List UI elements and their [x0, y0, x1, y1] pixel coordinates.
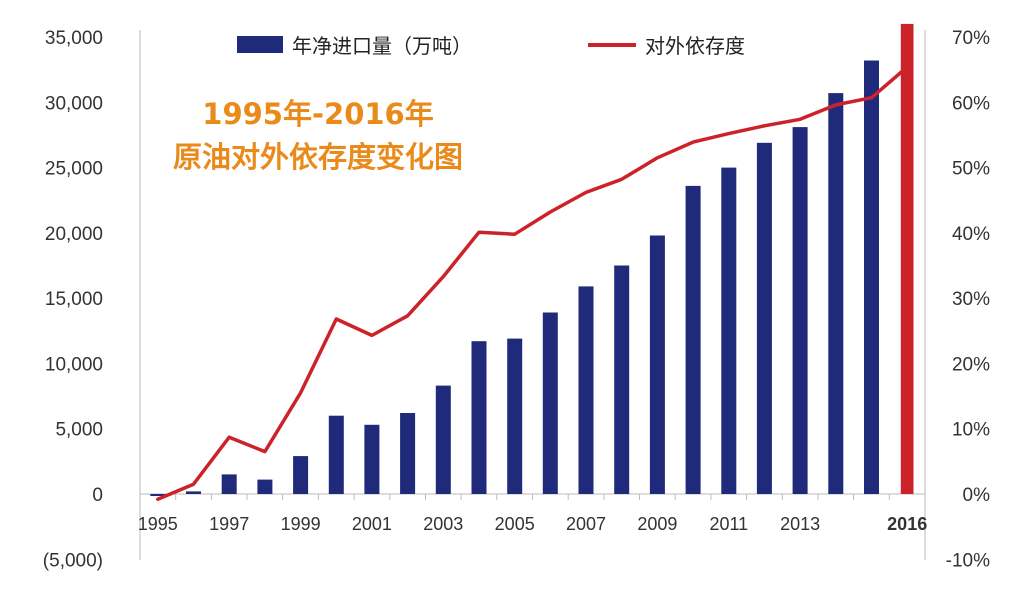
- line-point-1999: [299, 391, 302, 394]
- right-tick-label: -10%: [946, 550, 990, 571]
- bar-2002: [400, 413, 416, 494]
- line-point-2013: [798, 118, 802, 121]
- line-point-2000: [335, 317, 338, 321]
- left-tick-label: 10,000: [45, 354, 103, 375]
- right-tick-label: 0%: [963, 485, 991, 506]
- bar-1995: [150, 494, 166, 496]
- right-tick-label: 70%: [952, 28, 990, 49]
- x-tick-label-1999: 1999: [281, 514, 321, 534]
- x-tick-label-2003: 2003: [423, 514, 463, 534]
- line-series: [156, 65, 909, 501]
- legend-line-label: 对外依存度: [645, 34, 745, 58]
- left-tick-label: 0: [92, 485, 103, 506]
- line-point-2012: [763, 124, 766, 128]
- dependence-line: [156, 65, 909, 501]
- left-tick-label: 30,000: [45, 93, 103, 114]
- line-point-2006: [549, 210, 552, 214]
- x-axis-ticks: [139, 494, 926, 500]
- bar-2007: [578, 286, 594, 494]
- line-point-2015: [870, 96, 873, 99]
- line-point-2004: [477, 231, 481, 234]
- x-tick-label-2007: 2007: [566, 514, 606, 534]
- bar-2006: [542, 312, 558, 494]
- right-tick-label: 20%: [952, 354, 990, 375]
- left-tick-label: 20,000: [45, 224, 103, 245]
- bar-1998: [257, 479, 273, 494]
- bar-1996: [186, 491, 201, 494]
- line-point-2008: [620, 178, 623, 181]
- bar-2016: [900, 23, 914, 495]
- bar-2009: [649, 235, 665, 494]
- bar-2001: [364, 424, 380, 494]
- x-tick-label-2001: 2001: [352, 514, 392, 534]
- bar-1997: [221, 474, 237, 494]
- bar-2000: [328, 415, 344, 494]
- x-tick-label-2009: 2009: [637, 514, 677, 534]
- x-tick-label-1997: 1997: [209, 514, 249, 534]
- x-axis-tick-labels: 1995 1997 1999 2001 2003 2005 2007 2009 2011 2013…: [138, 514, 927, 534]
- x-tick-label-1995: 1995: [138, 514, 178, 534]
- line-point-2009: [656, 156, 659, 159]
- bar-series: [150, 60, 879, 496]
- left-tick-label: 35,000: [45, 28, 103, 49]
- bar-2014: [828, 93, 844, 494]
- bar-2015: [864, 60, 879, 494]
- left-axis-tick-labels: 35,000 30,000 25,000 20,000 15,000 10,000 5,00…: [43, 28, 103, 571]
- x-tick-label-2011: 2011: [709, 514, 748, 534]
- right-tick-label: 60%: [952, 93, 990, 114]
- bar-2011: [721, 167, 737, 494]
- left-tick-label: (5,000): [43, 550, 103, 571]
- x-tick-label-2005: 2005: [495, 514, 535, 534]
- chart-title: 1995年-2016年: [202, 97, 433, 131]
- bar-1999: [293, 456, 309, 494]
- bar-2005: [507, 338, 523, 494]
- right-tick-label: 30%: [952, 289, 990, 310]
- right-axis-tick-labels: 70% 60% 50% 40% 30% 20% 10% 0% -10%: [946, 28, 990, 571]
- line-point-1997: [228, 436, 231, 439]
- line-point-2001: [370, 334, 374, 337]
- bar-2013: [792, 127, 808, 494]
- left-tick-label: 5,000: [55, 420, 103, 441]
- line-point-2016: [906, 65, 909, 69]
- left-tick-label: 15,000: [45, 289, 103, 310]
- line-point-2014: [834, 103, 837, 107]
- line-point-2010: [691, 140, 695, 144]
- line-point-1996: [192, 483, 195, 486]
- bar-2010: [685, 185, 701, 494]
- left-tick-label: 25,000: [45, 159, 103, 180]
- right-tick-label: 10%: [952, 420, 990, 441]
- bar-2003: [435, 385, 451, 494]
- bar-2008: [614, 265, 630, 494]
- legend-bar-label: 年净进口量（万吨）: [292, 34, 472, 58]
- bar-2012: [756, 142, 772, 495]
- line-point-2002: [406, 314, 409, 317]
- line-point-1998: [263, 450, 267, 453]
- right-tick-label: 40%: [952, 224, 990, 245]
- line-point-2011: [727, 132, 730, 135]
- line-point-2003: [442, 275, 445, 278]
- chart-subtitle: 原油对外依存度变化图: [173, 140, 463, 174]
- bar-2004: [471, 341, 487, 494]
- x-tick-label-2013: 2013: [780, 514, 820, 534]
- legend-bar-swatch: [237, 36, 283, 53]
- highlight-2016: [900, 23, 914, 495]
- x-tick-label-2016: 2016: [887, 514, 927, 534]
- legend: 年净进口量（万吨） 对外依存度: [237, 34, 745, 58]
- line-point-2005: [513, 233, 516, 236]
- line-point-1995: [156, 498, 159, 501]
- right-tick-label: 50%: [952, 159, 990, 180]
- line-point-2007: [584, 191, 588, 194]
